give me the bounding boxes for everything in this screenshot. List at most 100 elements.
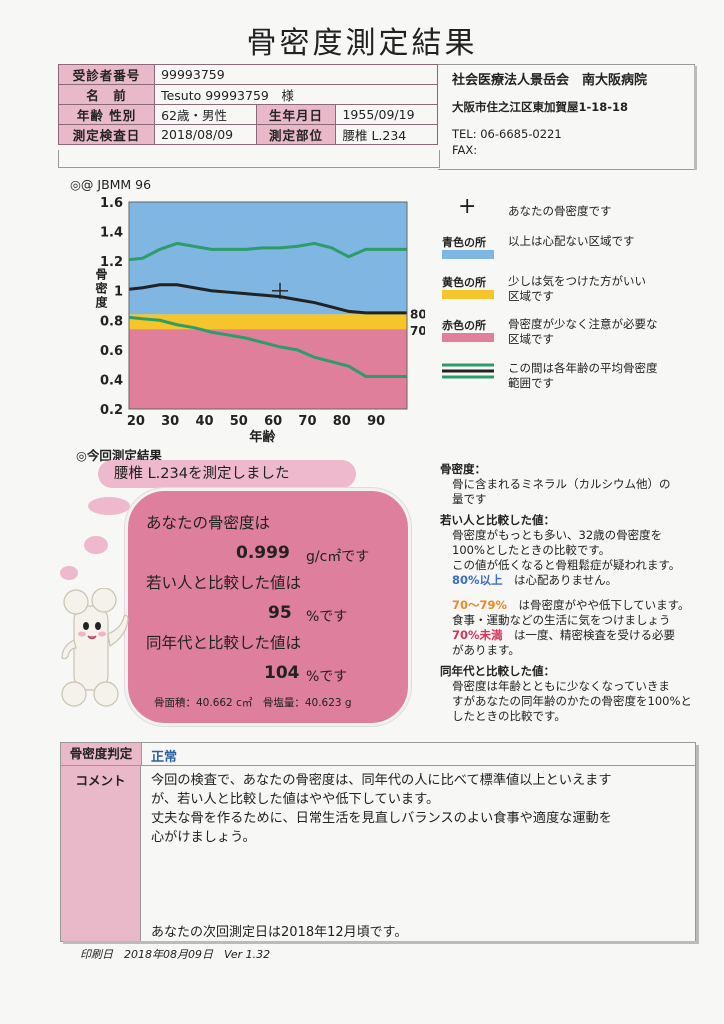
bone-mascot-icon <box>61 588 129 707</box>
series-lower <box>128 315 407 378</box>
info-yam-line3: この値が低くなると骨粗鬆症が疑われます。 <box>452 558 681 572</box>
age-match-unit: %です <box>306 669 348 685</box>
y-tick-label: 1.2 <box>100 255 123 270</box>
legend-red-label: 赤色の所 <box>442 319 486 332</box>
hospital-fax: FAX: <box>452 143 478 157</box>
age-sex: 62歳・男性 <box>154 104 257 125</box>
info-70-line4: があります。 <box>452 643 520 657</box>
patient-name: Tesuto 99993759 様 <box>154 84 438 105</box>
next-measurement-date: あなたの次回測定日は2018年12月頃です。 <box>151 925 408 940</box>
bubble-dot-medium <box>84 536 108 554</box>
bubble-dot-large <box>88 497 130 515</box>
info-70-line3: 70%未満 は一度、精密検査を受ける必要 <box>440 628 710 643</box>
x-tick-label: 40 <box>195 414 213 429</box>
info-age-line1: 骨密度は年齢とともに少なくなっていきま <box>452 679 670 693</box>
red-swatch <box>442 333 494 342</box>
bmd-value: 0.999 <box>236 543 290 563</box>
birthdate: 1955/09/19 <box>335 104 438 125</box>
info-bmd-heading: 骨密度： <box>440 462 486 476</box>
crosshair-icon: + <box>458 194 477 219</box>
info-70-line2: 食事・運動などの生活に気をつけましょう <box>452 613 671 627</box>
patient-table-spacer <box>58 150 440 168</box>
x-axis-title: 年齢 <box>249 429 276 445</box>
legend-range-text: この間は各年齢の平均骨密度 範囲です <box>508 361 658 391</box>
measure-site-label: 測定部位 <box>255 124 337 145</box>
legend-yellow-label: 黄色の所 <box>442 276 486 289</box>
judgment-label: 骨密度判定 <box>61 743 142 766</box>
zone-label-70: 70% <box>410 324 425 338</box>
plot-border <box>128 201 408 410</box>
y-tick-label: 0.4 <box>100 373 123 388</box>
area-mineral-info: 骨面積：40.662 c㎡ 骨塩量：40.623 g <box>154 697 352 709</box>
x-tick-label: 80 <box>333 414 351 429</box>
patient-name-label: 名 前 <box>57 84 156 105</box>
judgment-value: 正常 <box>151 750 178 765</box>
legend-yellow-text: 少しは気をつけた方がいい 区域です <box>508 274 646 304</box>
zone-0 <box>129 202 407 315</box>
x-tick-label: 20 <box>127 414 145 429</box>
judgment-shadow-right <box>696 745 699 943</box>
x-tick-label: 70 <box>298 414 316 429</box>
hospital-address: 大阪市住之江区東加賀屋1-18-18 <box>452 100 629 114</box>
y-tick-label: 1.4 <box>100 226 123 241</box>
comment-label: コメント <box>61 766 141 941</box>
info-bmd-line1: 骨に含まれるミネラル（カルシウム他）の <box>452 477 671 491</box>
x-tick-label: 90 <box>367 414 385 429</box>
info-age-heading: 同年代と比較した値： <box>440 664 555 678</box>
measured-site-message: 腰椎 L.234を測定しました <box>98 460 356 488</box>
series-mean <box>128 283 407 315</box>
measure-site: 腰椎 L.234 <box>335 124 438 145</box>
info-70-79-text: は骨密度がやや低下しています。 <box>507 598 690 612</box>
y-tick-label: 1 <box>114 285 123 300</box>
x-tick-label: 60 <box>264 414 282 429</box>
hospital-name: 社会医療法人景岳会 南大阪病院 <box>452 73 648 88</box>
yam-unit: %です <box>306 609 348 625</box>
exam-date-label: 測定検査日 <box>57 124 156 145</box>
legend-yellow-line2: 区域です <box>508 289 554 303</box>
comment-line4: 心がけましょう。 <box>151 830 256 845</box>
legend-yellow-line1: 少しは気をつけた方がいい <box>508 274 646 288</box>
hospital-tel: TEL: 06-6685-0221 <box>452 127 562 141</box>
hospital-info: 社会医療法人景岳会 南大阪病院 大阪市住之江区東加賀屋1-18-18 TEL: … <box>438 64 695 170</box>
comment-line2: が、若い人と比較した値はやや低下しています。 <box>151 792 440 807</box>
info-yam-line2: 100%としたときの比較です。 <box>452 543 611 557</box>
print-date-footer: 印刷日 2018年08月09日 Ver 1.32 <box>80 948 271 961</box>
info-70-79-key: 70〜79% <box>452 598 508 612</box>
info-yam-heading: 若い人と比較した値： <box>440 513 555 527</box>
zone-1 <box>129 314 407 330</box>
info-80-key: 80%以上 <box>452 573 503 587</box>
info-80-text: は心配ありません。 <box>502 573 618 587</box>
age-match-label: 同年代と比較した値は <box>146 634 302 652</box>
yam-value: 95 <box>268 603 292 623</box>
info-age-line3: したときの比較です。 <box>452 709 566 723</box>
legend-mark-text: あなたの骨密度です <box>508 204 612 218</box>
judgment-shadow-bottom <box>63 941 699 944</box>
patient-id: 99993759 <box>154 64 438 85</box>
judgment-box: 骨密度判定 正常 コメント 今回の検査で、あなたの骨密度は、同年代の人に比べて標… <box>60 742 696 942</box>
comment-line3: 丈夫な骨を作るために、日常生活を見直しバランスのよい食事や適度な運動を <box>151 811 612 826</box>
x-tick-label: 30 <box>161 414 179 429</box>
page-title: 骨密度測定結果 <box>246 26 478 61</box>
legend-range-line2: 範囲です <box>508 376 554 390</box>
legend-red-text: 骨密度が少なく注意が必要な 区域です <box>508 317 658 347</box>
patient-info-table: 受診者番号 99993759 名 前 Tesuto 99993759 様 年齢 … <box>57 64 438 145</box>
y-tick-label: 1.6 <box>100 196 123 211</box>
legend-red-line1: 骨密度が少なく注意が必要な <box>508 317 658 331</box>
comment-line1: 今回の検査で、あなたの骨密度は、同年代の人に比べて標準値以上といえます <box>151 773 612 788</box>
bone-density-chart: 0.2 0.4 0.6 0.8 1 1.2 1.4 1.6 20 30 40 50 60 70 80 90 年齢… <box>94 196 425 445</box>
age-match-value: 104 <box>264 663 300 683</box>
birthdate-label: 生年月日 <box>255 104 337 125</box>
patient-id-label: 受診者番号 <box>57 64 156 85</box>
y-tick-label: 0.8 <box>100 314 123 329</box>
bubble-dot-small <box>60 566 78 580</box>
legend-blue-label: 青色の所 <box>442 236 486 249</box>
hospital-box-shadow <box>694 66 697 170</box>
chart-reference-label: ◎@ JBMM 96 <box>70 177 152 192</box>
yam-label: 若い人と比較した値は <box>146 574 302 592</box>
info-70-line1: 70〜79% は骨密度がやや低下しています。 <box>440 598 710 613</box>
exam-date: 2018/08/09 <box>154 124 257 145</box>
bmd-unit: g/c㎡です <box>306 549 370 565</box>
explanation-panel: 骨密度： 骨に含まれるミネラル（カルシウム他）の 量です 若い人と比較した値： … <box>440 462 710 724</box>
x-tick-label: 50 <box>230 414 248 429</box>
result-heading: ◎今回測定結果 <box>76 448 162 463</box>
